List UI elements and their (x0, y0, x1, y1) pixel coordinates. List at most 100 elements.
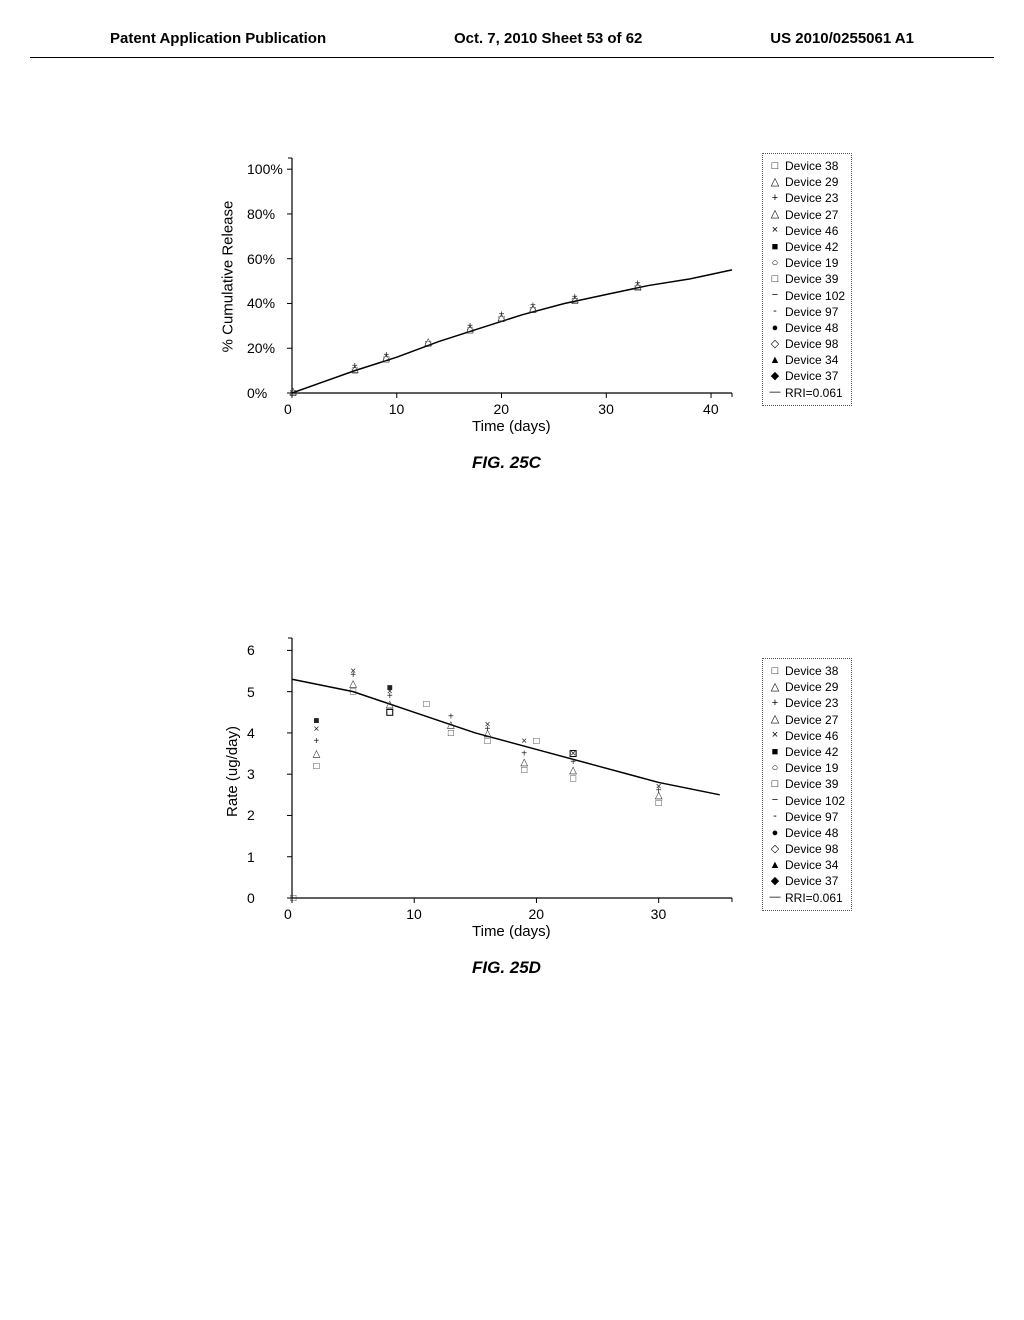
legend-marker-icon: △ (769, 207, 781, 222)
svg-text:△: △ (313, 749, 321, 760)
legend-marker-icon: + (769, 696, 781, 711)
legend-label: Device 23 (785, 190, 838, 206)
legend-marker-icon: ◇ (769, 337, 781, 352)
figure-25c: □△□△+□△+□△□△+□△+□△+□△+□△+ % Cumulative R… (82, 118, 942, 498)
svg-text:+: + (530, 301, 536, 312)
svg-text:+: + (499, 310, 505, 321)
legend-marker-icon: × (769, 223, 781, 238)
legend-label: RRI=0.061 (785, 890, 843, 906)
chart-25c-xlabel: Time (days) (472, 418, 551, 435)
legend-row: — RRI=0.061 (769, 890, 845, 906)
x-tick-label: 20 (528, 906, 544, 922)
legend-marker-icon: − (769, 288, 781, 303)
x-tick-label: 10 (406, 906, 422, 922)
chart-25c-ylabel: % Cumulative Release (219, 201, 236, 353)
chart-25d-caption: FIG. 25D (472, 958, 541, 978)
chart-25c-svg: □△□△+□△+□△□△+□△+□△+□△+□△+ (82, 118, 752, 413)
legend-row: ■Device 42 (769, 744, 845, 760)
y-tick-label: 0 (247, 890, 255, 906)
svg-text:□: □ (313, 761, 319, 772)
chart-25d-xlabel: Time (days) (472, 923, 551, 940)
chart-25c-legend: □Device 38△Device 29+Device 23△Device 27… (762, 153, 852, 406)
y-tick-label: 80% (247, 206, 275, 222)
y-tick-label: 0% (247, 385, 267, 401)
chart-25d-legend: □Device 38△Device 29+Device 23△Device 27… (762, 658, 852, 911)
legend-label: Device 39 (785, 776, 838, 792)
legend-row: ■ Device 42 (769, 239, 845, 255)
legend-label: Device 97 (785, 809, 838, 825)
legend-marker-icon: - (769, 809, 781, 824)
legend-row: △Device 27 (769, 207, 845, 223)
svg-text:+: + (314, 736, 320, 747)
legend-marker-icon: ▲ (769, 353, 781, 368)
legend-marker-icon: ■ (769, 240, 781, 255)
legend-row: +Device 23 (769, 190, 845, 206)
svg-text:△: △ (289, 386, 297, 397)
legend-label: Device 98 (785, 336, 838, 352)
legend-marker-icon: ● (769, 321, 781, 336)
legend-label: Device 29 (785, 679, 838, 695)
legend-label: RRI=0.061 (785, 385, 843, 401)
y-tick-label: 40% (247, 295, 275, 311)
legend-label: Device 48 (785, 825, 838, 841)
legend-marker-icon: ◆ (769, 874, 781, 889)
legend-row: □Device 38 (769, 663, 845, 679)
legend-label: Device 19 (785, 255, 838, 271)
legend-row: ◆Device 37 (769, 368, 845, 384)
svg-text:×: × (521, 736, 527, 747)
svg-text:△: △ (424, 337, 432, 348)
legend-marker-icon: △ (769, 712, 781, 727)
legend-marker-icon: △ (769, 175, 781, 190)
legend-label: Device 97 (785, 304, 838, 320)
legend-row: ▲ Device 34 (769, 352, 845, 368)
y-tick-label: 6 (247, 642, 255, 658)
chart-25c-caption: FIG. 25C (472, 453, 541, 473)
svg-text:■: ■ (313, 716, 319, 727)
legend-marker-icon: - (769, 304, 781, 319)
legend-row: −Device 102 (769, 288, 845, 304)
legend-row: ○Device 19 (769, 255, 845, 271)
patent-header: Patent Application Publication Oct. 7, 2… (30, 0, 994, 58)
legend-row: □Device 39 (769, 271, 845, 287)
x-tick-label: 0 (284, 906, 292, 922)
figure-25d: □□△+×■□△+×□△+×■□□△+□△+×□△+×□□△+×□△+× Rat… (82, 598, 942, 998)
svg-text:×: × (656, 782, 662, 793)
svg-text:+: + (521, 749, 527, 760)
legend-marker-icon: ● (769, 826, 781, 841)
chart-25d-ylabel: Rate (ug/day) (224, 726, 241, 817)
legend-label: Device 34 (785, 352, 838, 368)
legend-label: Device 38 (785, 158, 838, 174)
legend-row: △Device 27 (769, 712, 845, 728)
legend-marker-icon: ○ (769, 761, 781, 776)
legend-marker-icon: □ (769, 272, 781, 287)
legend-row: □ Device 39 (769, 776, 845, 792)
legend-marker-icon: □ (769, 777, 781, 792)
legend-row: ▲Device 34 (769, 857, 845, 873)
legend-marker-icon: — (769, 890, 781, 905)
legend-label: Device 37 (785, 368, 838, 384)
svg-text:■: ■ (387, 683, 393, 694)
legend-label: Device 46 (785, 728, 838, 744)
y-tick-label: 100% (247, 161, 283, 177)
legend-row: ×Device 46 (769, 223, 845, 239)
x-tick-label: 40 (703, 401, 719, 417)
legend-row: ● Device 48 (769, 825, 845, 841)
legend-marker-icon: △ (769, 680, 781, 695)
legend-label: Device 42 (785, 239, 838, 255)
legend-row: -Device 97 (769, 304, 845, 320)
y-tick-label: 4 (247, 725, 255, 741)
svg-text:+: + (383, 350, 389, 361)
x-tick-label: 30 (651, 906, 667, 922)
y-tick-label: 60% (247, 251, 275, 267)
svg-text:+: + (572, 292, 578, 303)
svg-text:□: □ (423, 699, 429, 710)
svg-text:+: + (635, 278, 641, 289)
legend-row: —RRI=0.061 (769, 385, 845, 401)
legend-row: △ Device 29 (769, 679, 845, 695)
legend-label: Device 34 (785, 857, 838, 873)
y-tick-label: 3 (247, 766, 255, 782)
legend-row: × Device 46 (769, 728, 845, 744)
legend-row: ◇ Device 98 (769, 336, 845, 352)
legend-marker-icon: × (769, 728, 781, 743)
svg-text:□: □ (290, 893, 296, 904)
